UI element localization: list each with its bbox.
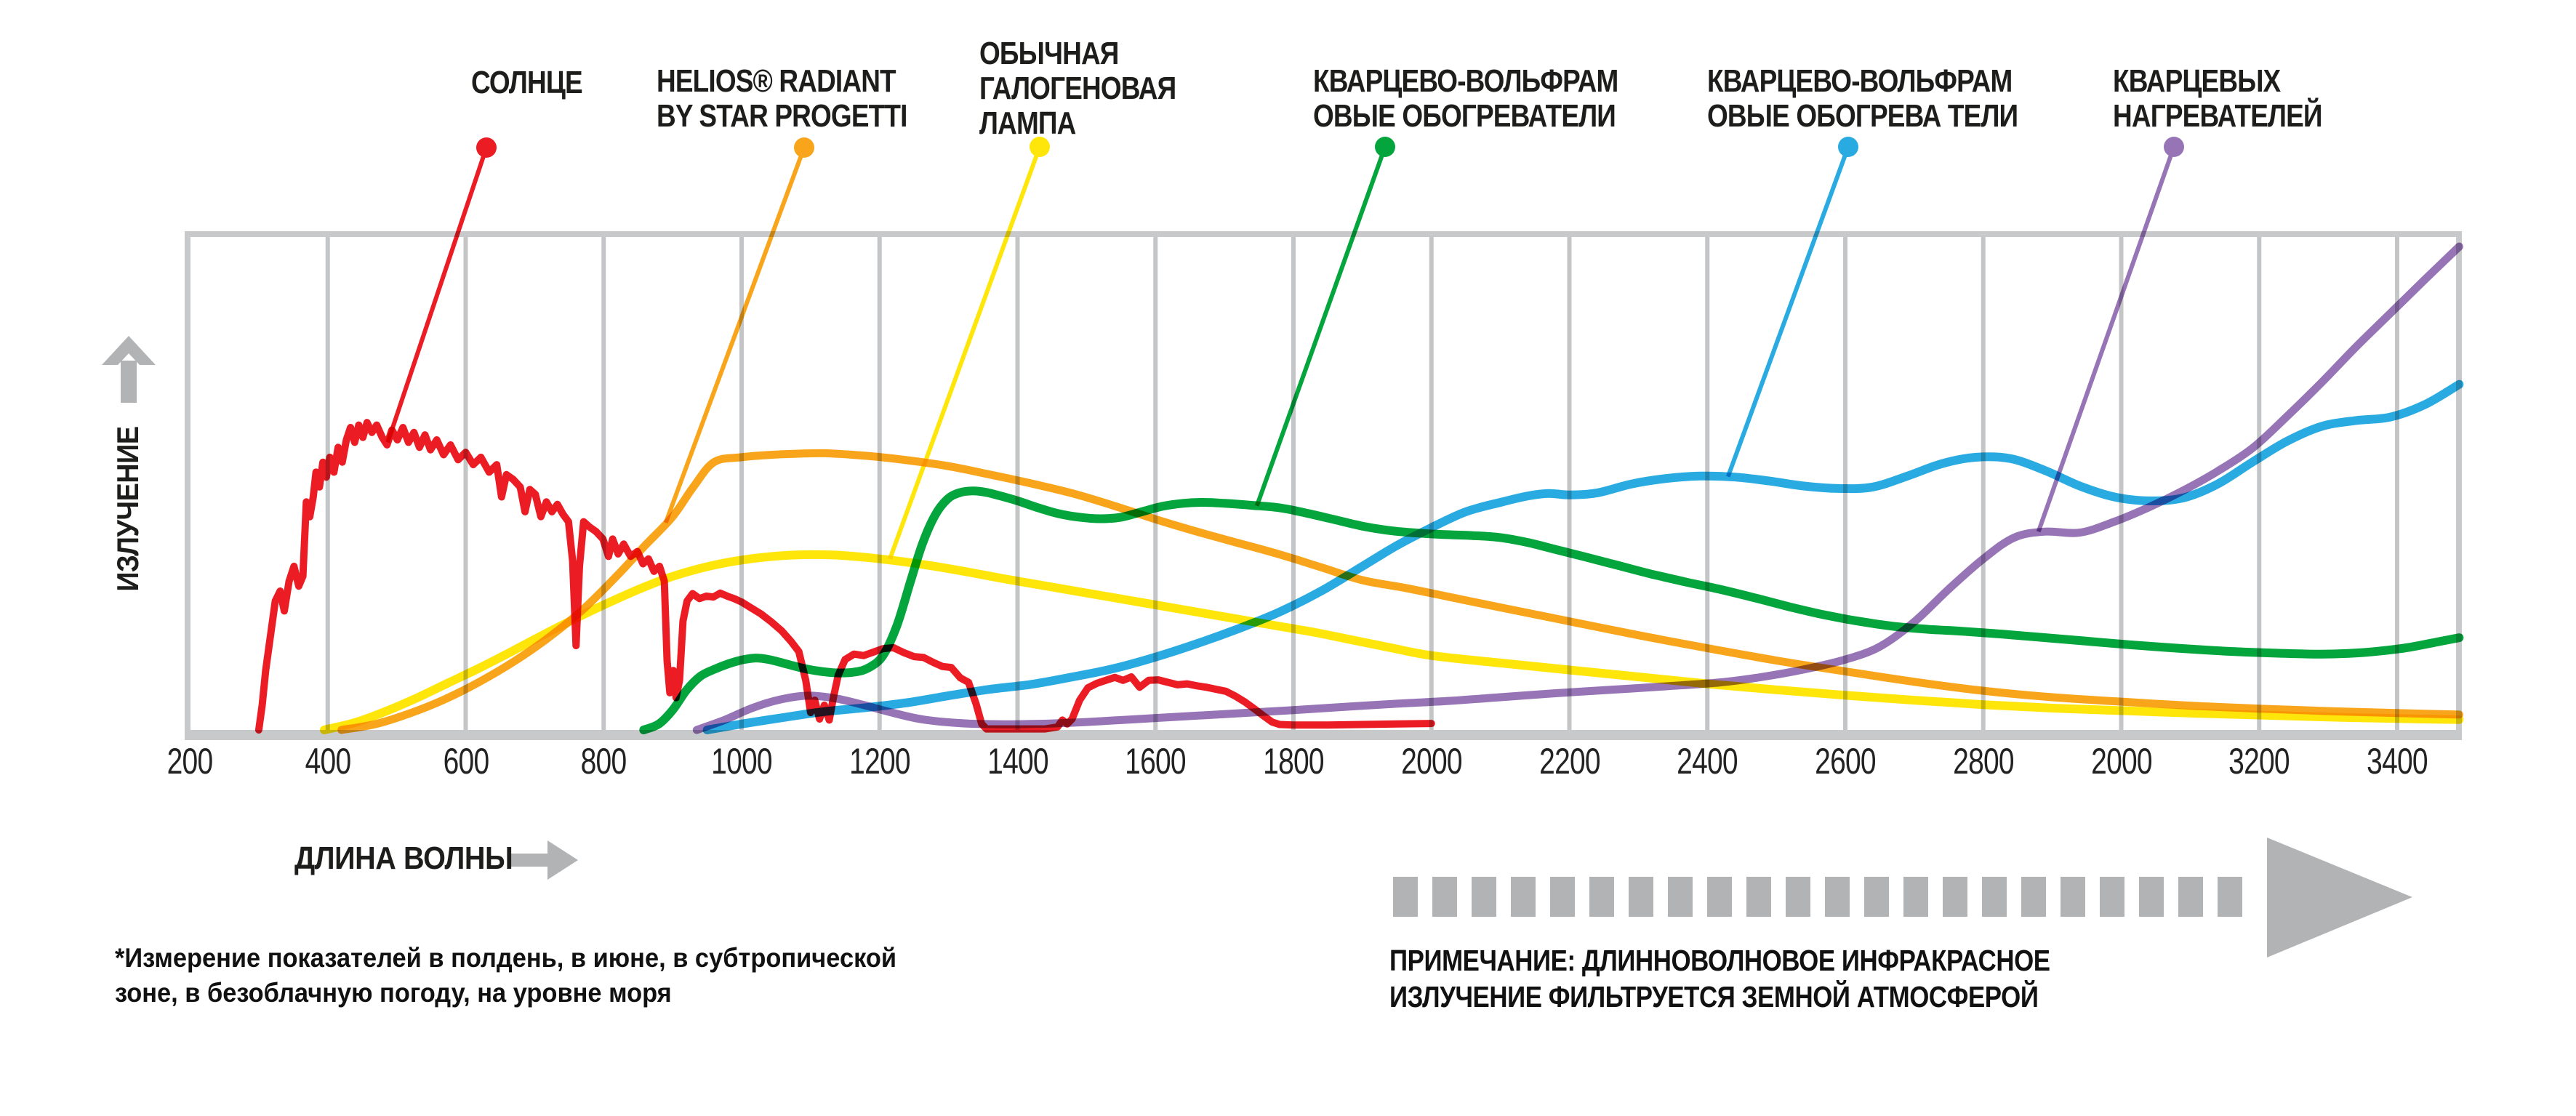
x-tick-13: 2800	[1952, 741, 2014, 782]
chart-frame	[185, 231, 2462, 740]
x-tick-15: 3200	[2228, 741, 2290, 782]
note-line: ПРИМЕЧАНИЕ: ДЛИННОВОЛНОВОЕ ИНФРАКРАСНОЕ	[1389, 944, 2050, 977]
x-tick-9: 2000	[1400, 741, 1462, 782]
x-axis-title: ДЛИНА ВОЛНЫ	[294, 840, 513, 876]
spectrum-curves	[254, 242, 2464, 734]
curve-series-2	[320, 550, 2464, 734]
leader-line-2	[888, 145, 1042, 560]
x-tick-12: 2600	[1815, 741, 1876, 782]
x-tick-7: 1600	[1125, 741, 1187, 782]
leader-line-1	[663, 146, 806, 523]
y-axis-title: ИЗЛУЧЕНИЕ	[111, 426, 145, 592]
label-leader-lines	[385, 137, 2184, 560]
measurement-footnote: *Измерение показателей в полдень, в июне…	[115, 941, 896, 1011]
x-tick-16: 3400	[2367, 741, 2428, 782]
series-label-2: ОБЫЧНАЯ ГАЛОГЕНОВАЯ ЛАМПА	[979, 36, 1176, 141]
atmosphere-filter-note: ПРИМЕЧАНИЕ: ДЛИННОВОЛНОВОЕ ИНФРАКРАСНОЕ …	[1389, 942, 2050, 1015]
leader-line-5	[2036, 146, 2176, 533]
x-tick-1: 400	[305, 741, 351, 782]
leader-dot-2	[1030, 137, 1050, 157]
leader-line-0	[385, 147, 489, 443]
axis-arrows	[102, 336, 2412, 958]
curve-series-3	[639, 486, 2464, 734]
curve-series-1	[337, 449, 2463, 734]
x-tick-14: 2000	[2090, 741, 2152, 782]
leader-dot-5	[2164, 137, 2184, 157]
series-label-0: СОЛНЦЕ	[471, 65, 583, 100]
x-tick-3: 800	[580, 741, 627, 782]
x-tick-4: 1000	[711, 741, 772, 782]
leader-line-4	[1725, 145, 1850, 478]
series-label-5: КВАРЦЕВЫХ НАГРЕВАТЕЛЕЙ	[2113, 63, 2322, 134]
leader-dot-1	[794, 137, 814, 158]
leader-dot-0	[476, 137, 497, 158]
curve-series-4	[702, 380, 2464, 734]
x-tick-6: 1400	[987, 741, 1048, 782]
series-label-3: КВАРЦЕВО-ВОЛЬФРАМ ОВЫЕ ОБОГРЕВАТЕЛИ	[1313, 63, 1618, 134]
curve-series-5	[692, 242, 2463, 734]
series-label-4: КВАРЦЕВО-ВОЛЬФРАМ ОВЫЕ ОБОГРЕВА ТЕЛИ	[1707, 63, 2018, 134]
note-line: ИЗЛУЧЕНИЕ ФИЛЬТРУЕТСЯ ЗЕМНОЙ АТМОСФЕРОЙ	[1389, 980, 2039, 1013]
leader-dot-4	[1838, 137, 1858, 157]
x-tick-2: 600	[443, 741, 489, 782]
x-tick-0: 200	[166, 741, 214, 782]
wavelength-right-arrow-icon	[509, 840, 578, 880]
footnote-line: *Измерение показателей в полдень, в июне…	[115, 943, 897, 973]
x-tick-8: 1800	[1263, 741, 1324, 782]
curve-series-0	[254, 419, 1435, 734]
series-label-1: HELIOS® RADIANT BY STAR PROGETTI	[657, 63, 907, 134]
footnote-line: зоне, в безоблачную погоду, на уровне мо…	[115, 978, 672, 1008]
leader-line-3	[1254, 145, 1387, 507]
gridlines	[325, 237, 2399, 730]
x-tick-10: 2200	[1538, 741, 1600, 782]
x-tick-11: 2400	[1677, 741, 1738, 782]
leader-dot-3	[1375, 137, 1395, 157]
x-tick-5: 1200	[848, 741, 910, 782]
radiation-up-arrow-icon	[102, 336, 156, 365]
longwave-dashed-arrow-icon	[1393, 838, 2412, 958]
